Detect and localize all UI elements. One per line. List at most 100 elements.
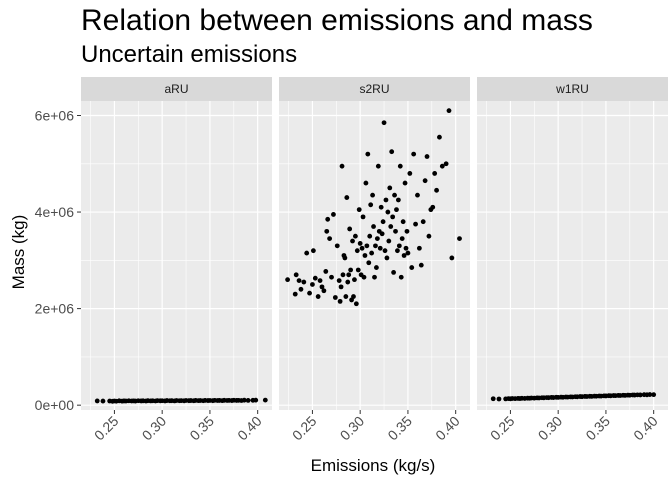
data-point	[405, 250, 411, 256]
data-point	[422, 178, 428, 184]
y-axis: 0e+00 2e+06 4e+06 6e+06	[35, 107, 81, 413]
data-point	[380, 219, 386, 225]
data-point	[325, 216, 331, 222]
x-tick-label: 0.30	[535, 413, 566, 444]
data-point	[310, 248, 316, 254]
data-point	[355, 267, 361, 273]
data-point	[345, 279, 351, 285]
data-point	[337, 298, 343, 304]
data-point	[389, 149, 395, 155]
data-point	[296, 278, 302, 284]
data-point	[327, 236, 333, 242]
data-point	[393, 228, 398, 234]
x-tick-label: 0.40	[234, 413, 265, 444]
x-tick-label: 0.30	[337, 413, 368, 444]
data-point	[402, 180, 408, 186]
data-point	[411, 151, 417, 157]
data-point	[370, 192, 375, 198]
data-point	[430, 204, 436, 210]
facet-strip	[81, 77, 272, 101]
data-point	[399, 236, 405, 242]
facet-panel-w1RU: w1RU 0.25 0.30 0.35 0.40	[477, 77, 668, 443]
data-point	[350, 238, 355, 244]
data-point	[443, 161, 449, 167]
data-point	[342, 255, 348, 261]
data-point	[262, 397, 268, 403]
data-point	[307, 290, 312, 296]
data-point	[404, 228, 410, 234]
data-point	[395, 248, 400, 254]
data-point	[344, 195, 350, 200]
data-point	[343, 294, 349, 299]
data-point	[416, 245, 422, 251]
data-point	[651, 392, 657, 398]
data-point	[396, 243, 402, 249]
data-point	[301, 279, 307, 285]
data-point	[369, 250, 375, 256]
data-point	[374, 265, 379, 270]
facet-label: s2RU	[359, 82, 389, 96]
facet-panel-s2RU: s2RU 0.25 0.30 0.35 0.40	[279, 77, 470, 443]
data-point	[334, 243, 340, 249]
data-point	[377, 245, 383, 251]
x-tick-label: 0.30	[139, 413, 170, 444]
x-tick-label: 0.25	[289, 413, 320, 444]
x-tick-label: 0.40	[432, 413, 463, 444]
data-point	[403, 245, 409, 251]
data-point	[434, 187, 439, 193]
facet-panel-aRU: aRU 0.25 0.30 0.35 0.40	[81, 77, 272, 443]
data-point	[310, 282, 315, 287]
facet-strip	[477, 77, 668, 101]
data-point	[387, 185, 393, 191]
data-point	[339, 163, 345, 169]
data-point	[323, 269, 329, 274]
data-point	[346, 272, 352, 278]
data-point	[365, 151, 371, 157]
data-point	[298, 286, 304, 292]
data-point	[381, 120, 387, 126]
data-point	[637, 392, 643, 398]
data-point	[348, 267, 354, 273]
x-tick-label: 0.35	[582, 413, 613, 444]
y-tick-label: 6e+06	[35, 107, 75, 123]
data-point	[360, 214, 366, 220]
data-point	[351, 294, 356, 299]
data-point	[373, 243, 378, 249]
data-point	[407, 171, 413, 176]
data-point	[388, 224, 394, 229]
data-point	[329, 274, 334, 280]
data-point	[418, 262, 424, 268]
data-point	[409, 265, 415, 270]
data-point	[356, 207, 362, 213]
data-point	[319, 284, 325, 290]
data-point	[241, 397, 247, 403]
data-point	[424, 154, 430, 159]
data-point	[312, 275, 318, 281]
x-axis-title: Emissions (kg/s)	[311, 456, 436, 475]
data-point	[362, 253, 368, 258]
data-point	[336, 278, 342, 284]
data-point	[413, 221, 418, 227]
data-point	[397, 163, 403, 169]
y-axis-title: Mass (kg)	[9, 215, 28, 290]
data-point	[352, 277, 357, 283]
data-point	[426, 233, 432, 239]
data-point	[401, 253, 407, 258]
x-tick-label: 0.35	[384, 413, 415, 444]
data-point	[285, 277, 290, 283]
data-point	[100, 398, 106, 404]
data-point	[368, 202, 374, 208]
data-point	[490, 396, 496, 402]
data-point	[449, 255, 455, 261]
data-point	[382, 248, 388, 254]
data-point	[354, 248, 360, 254]
data-point	[353, 301, 359, 307]
data-point	[378, 204, 384, 210]
data-point	[324, 228, 330, 234]
data-point	[391, 269, 396, 275]
y-tick-label: 0e+00	[35, 397, 75, 413]
data-point	[386, 238, 392, 244]
data-point	[364, 243, 370, 249]
data-point	[383, 197, 389, 203]
